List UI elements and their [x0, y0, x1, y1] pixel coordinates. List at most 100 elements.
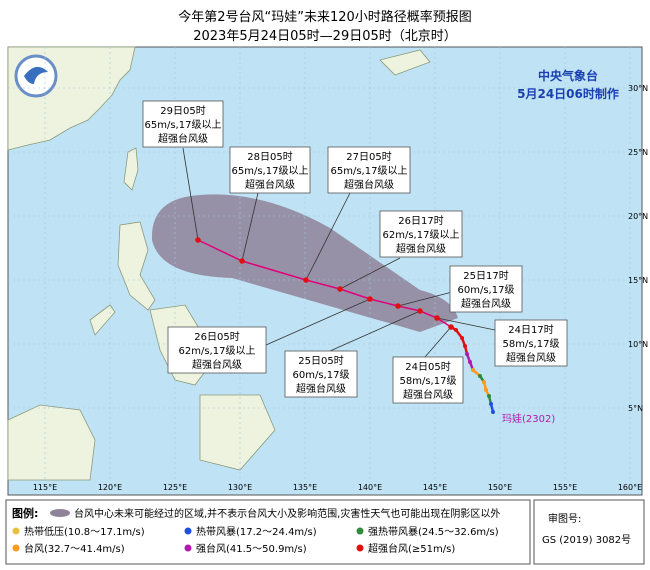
- legend-label: 超强台风(≥51m/s): [368, 542, 455, 555]
- past-point: [484, 388, 488, 392]
- callout-grade: 超强台风级: [192, 358, 242, 371]
- legend-label: 强热带风暴(24.5～32.6m/s): [368, 525, 499, 538]
- callout-wind: 60m/s,17级: [293, 369, 350, 381]
- forecast-point: [434, 315, 440, 321]
- lon-label: 115°E: [33, 483, 57, 492]
- callout-box: [229, 146, 311, 194]
- approval-label: 审图号:: [548, 512, 581, 525]
- leader-line: [329, 310, 421, 352]
- legend-dot: [12, 544, 20, 552]
- lat-label: 20°N: [628, 212, 648, 221]
- forecast-point: [367, 296, 373, 302]
- agency: 中央气象台: [538, 68, 598, 83]
- leader-line: [241, 192, 259, 262]
- callout-time: 27日05时: [346, 151, 391, 163]
- lon-label: 135°E: [293, 483, 317, 492]
- callout-time: 24日17时: [508, 324, 553, 336]
- legend-dot: [356, 544, 364, 552]
- lat-label: 15°N: [628, 276, 648, 285]
- forecast-point: [417, 308, 423, 314]
- lat-label: 5°N: [628, 404, 643, 413]
- callout-grade: 超强台风级: [245, 178, 295, 191]
- callout-grade: 超强台风级: [403, 388, 453, 401]
- legend-box: [5, 499, 531, 565]
- past-point: [465, 352, 469, 356]
- title: 今年第2号台风“玛娃”未来120小时路径概率预报图: [178, 10, 472, 25]
- callout-grade: 超强台风级: [344, 178, 394, 191]
- past-point: [463, 344, 467, 348]
- legend-dot: [184, 544, 192, 552]
- past-point: [487, 394, 491, 398]
- forecast-point: [303, 277, 309, 283]
- callout-grade: 超强台风级: [506, 351, 556, 364]
- callout-grade: 超强台风级: [396, 242, 446, 255]
- legend-label: 台风(32.7～41.4m/s): [24, 542, 125, 555]
- lon-label: 140°E: [358, 483, 382, 492]
- leader-line: [305, 192, 351, 281]
- past-point: [482, 380, 486, 384]
- callout-time: 25日05时: [298, 355, 343, 367]
- made-time: 5月24日06时制作: [517, 86, 619, 101]
- callout-time: 26日05时: [194, 331, 239, 343]
- past-point: [478, 374, 482, 378]
- callout-box: [327, 146, 411, 194]
- lon-label: 155°E: [553, 483, 577, 492]
- callout-time: 25日17时: [463, 270, 508, 282]
- lon-label: 130°E: [228, 483, 252, 492]
- callout-time: 28日05时: [247, 151, 292, 163]
- forecast-point: [337, 286, 343, 292]
- legend-area-swatch: [50, 509, 70, 517]
- callout-box: [142, 100, 224, 148]
- lon-label: 145°E: [423, 483, 447, 492]
- callout-box: [284, 350, 358, 398]
- legend-label: 强台风(41.5～50.9m/s): [196, 542, 307, 555]
- past-point: [468, 360, 472, 364]
- callout-time: 26日17时: [398, 215, 443, 227]
- callout-box: [379, 210, 463, 258]
- past-point: [491, 410, 495, 414]
- callout-time: 24日05时: [405, 361, 450, 373]
- lat-label: 25°N: [628, 148, 648, 157]
- callout-box: [449, 265, 523, 313]
- forecast-point: [395, 303, 401, 309]
- legend-area-note: 台风中心未来可能经过的区域,并不表示台风大小及影响范围,灾害性天气也可能出现在阴…: [74, 507, 500, 520]
- leader-line: [436, 317, 496, 331]
- callout-box: [167, 326, 267, 374]
- lon-label: 160°E: [618, 483, 642, 492]
- callout-box: [392, 356, 464, 404]
- callout-wind: 65m/s,17级以上: [331, 165, 408, 177]
- callout-wind: 58m/s,17级: [400, 375, 457, 387]
- callout-grade: 超强台风级: [461, 297, 511, 310]
- legend-dot: [12, 527, 20, 535]
- approval-code: GS (2019) 3082号: [542, 534, 631, 546]
- callout-grade: 超强台风级: [158, 132, 208, 145]
- leader-line: [424, 326, 452, 358]
- callout-wind: 58m/s,17级: [503, 338, 560, 350]
- callout-grade: 超强台风级: [296, 382, 346, 395]
- callout-wind: 65m/s,17级以上: [232, 165, 309, 177]
- lat-label: 30°N: [628, 84, 648, 93]
- past-point: [460, 336, 464, 340]
- lon-label: 125°E: [163, 483, 187, 492]
- callout-wind: 65m/s,17级以上: [145, 119, 222, 131]
- lon-label: 150°E: [488, 483, 512, 492]
- legend-label: 热带低压(10.8～17.1m/s): [24, 525, 145, 538]
- forecast-point: [239, 258, 245, 264]
- callout-wind: 62m/s,17级以上: [383, 229, 460, 241]
- leader-line: [265, 298, 371, 346]
- past-point: [454, 328, 458, 332]
- legend-title: 图例:: [12, 506, 38, 520]
- forecast-point: [195, 237, 201, 243]
- leader-line: [182, 147, 199, 241]
- logo-mark: [24, 66, 48, 84]
- legend-dot: [356, 527, 364, 535]
- legend-dot: [184, 527, 192, 535]
- storm-name: 玛娃(2302): [502, 412, 555, 425]
- lon-label: 120°E: [98, 483, 122, 492]
- callout-box: [494, 319, 568, 367]
- leader-line: [339, 257, 401, 290]
- approval-box: [533, 499, 645, 565]
- subtitle: 2023年5月24日05时—29日05时（北京时）: [193, 29, 457, 44]
